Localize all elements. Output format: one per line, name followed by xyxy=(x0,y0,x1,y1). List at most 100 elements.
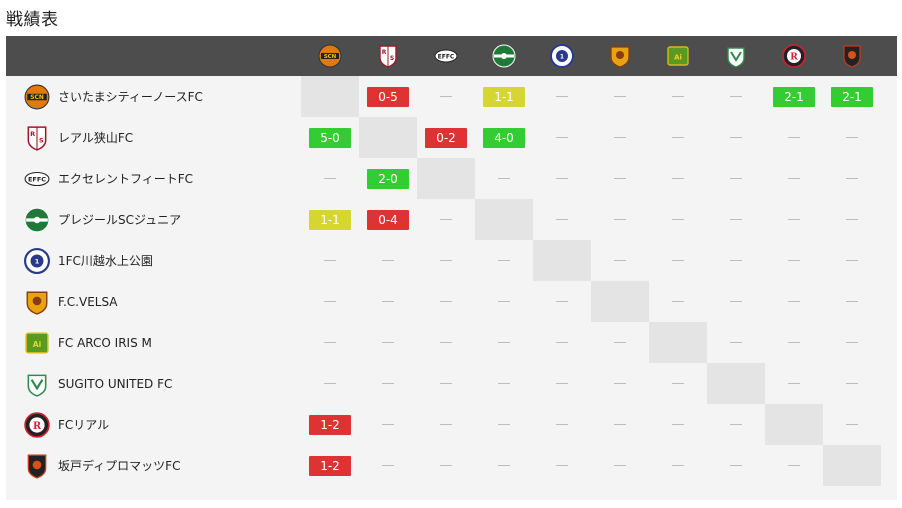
no-result-cell xyxy=(301,158,359,199)
score-badge[interactable]: 0-2 xyxy=(425,127,467,148)
result-cell[interactable]: 1-2 xyxy=(301,404,359,445)
no-result-cell xyxy=(533,199,591,240)
no-result-dash xyxy=(846,301,858,302)
score-badge[interactable]: 1-1 xyxy=(309,209,351,230)
team-cell[interactable]: 1 1FC川越水上公園 xyxy=(6,240,301,281)
result-cell[interactable]: 2-0 xyxy=(359,158,417,199)
table-row: Ai FC ARCO IRIS M xyxy=(6,322,897,363)
no-result-cell xyxy=(649,281,707,322)
no-result-cell xyxy=(475,363,533,404)
header-saitama-city-north-crest-icon[interactable]: SCN xyxy=(301,36,359,76)
team-cell[interactable]: SUGITO UNITED FC xyxy=(6,363,301,404)
self-match-cell xyxy=(359,117,417,158)
no-result-cell xyxy=(417,199,475,240)
team-cell[interactable]: プレジールSCジュニア xyxy=(6,199,301,240)
no-result-cell xyxy=(533,445,591,486)
team-cell[interactable]: 坂戸ディプロマッツFC xyxy=(6,445,301,486)
no-result-cell xyxy=(591,158,649,199)
table-row: EFFC エクセレントフィートFC 2-0 xyxy=(6,158,897,199)
no-result-dash xyxy=(846,178,858,179)
table-row: プレジールSCジュニア 1-1 0-4 xyxy=(6,199,897,240)
result-cell[interactable]: 1-1 xyxy=(475,76,533,117)
no-result-dash xyxy=(556,219,568,220)
no-result-cell xyxy=(649,363,707,404)
team-cell[interactable]: Ai FC ARCO IRIS M xyxy=(6,322,301,363)
no-result-cell xyxy=(765,199,823,240)
svg-text:R: R xyxy=(33,420,42,431)
score-badge[interactable]: 1-1 xyxy=(483,86,525,107)
no-result-dash xyxy=(382,465,394,466)
header-fc-arco-iris-crest-icon[interactable]: Ai xyxy=(649,36,707,76)
svg-text:EFFC: EFFC xyxy=(28,175,46,183)
no-result-cell xyxy=(765,117,823,158)
team-name: FCリアル xyxy=(58,418,110,432)
score-badge[interactable]: 2-0 xyxy=(367,168,409,189)
team-cell[interactable]: R FCリアル xyxy=(6,404,301,445)
no-result-cell xyxy=(649,199,707,240)
score-badge[interactable]: 4-0 xyxy=(483,127,525,148)
result-cell[interactable]: 4-0 xyxy=(475,117,533,158)
no-result-dash xyxy=(672,137,684,138)
score-badge[interactable]: 2-1 xyxy=(831,86,873,107)
header-plaisir-sc-crest-icon[interactable] xyxy=(475,36,533,76)
no-result-dash xyxy=(556,301,568,302)
header-fc-real-crest-icon[interactable]: R xyxy=(765,36,823,76)
result-cell[interactable]: 0-4 xyxy=(359,199,417,240)
no-result-dash xyxy=(324,383,336,384)
no-result-dash xyxy=(846,383,858,384)
svg-text:1: 1 xyxy=(560,54,564,61)
no-result-cell xyxy=(359,281,417,322)
no-result-dash xyxy=(614,96,626,97)
result-cell[interactable]: 0-5 xyxy=(359,76,417,117)
result-cell[interactable]: 0-2 xyxy=(417,117,475,158)
score-badge[interactable]: 1-2 xyxy=(309,414,351,435)
score-badge[interactable]: 2-1 xyxy=(773,86,815,107)
no-result-cell xyxy=(417,445,475,486)
team-cell[interactable]: SCN さいたまシティーノースFC xyxy=(6,76,301,117)
header-excellent-feet-crest-icon[interactable]: EFFC xyxy=(417,36,475,76)
team-cell[interactable]: R S レアル狭山FC xyxy=(6,117,301,158)
no-result-dash xyxy=(614,260,626,261)
no-result-cell xyxy=(591,76,649,117)
svg-text:Ai: Ai xyxy=(674,54,682,62)
no-result-dash xyxy=(788,301,800,302)
fc-velsa-crest-icon xyxy=(24,289,50,315)
no-result-dash xyxy=(846,342,858,343)
table-header-row: SCN R S EFFC 1 Ai R xyxy=(6,36,897,76)
result-cell[interactable]: 2-1 xyxy=(765,76,823,117)
no-result-cell xyxy=(475,158,533,199)
no-result-cell xyxy=(301,363,359,404)
no-result-cell xyxy=(591,445,649,486)
no-result-cell xyxy=(359,445,417,486)
self-match-cell xyxy=(533,240,591,281)
no-result-dash xyxy=(846,260,858,261)
team-cell[interactable]: EFFC エクセレントフィートFC xyxy=(6,158,301,199)
no-result-cell xyxy=(475,240,533,281)
header-real-sayama-crest-icon[interactable]: R S xyxy=(359,36,417,76)
score-badge[interactable]: 0-4 xyxy=(367,209,409,230)
no-result-cell xyxy=(823,363,881,404)
no-result-cell xyxy=(359,240,417,281)
no-result-cell xyxy=(533,158,591,199)
no-result-cell xyxy=(475,404,533,445)
result-cell[interactable]: 2-1 xyxy=(823,76,881,117)
no-result-dash xyxy=(846,424,858,425)
self-match-cell xyxy=(475,199,533,240)
team-cell[interactable]: F.C.VELSA xyxy=(6,281,301,322)
header-fc-velsa-crest-icon[interactable] xyxy=(591,36,649,76)
result-cell[interactable]: 5-0 xyxy=(301,117,359,158)
score-badge[interactable]: 5-0 xyxy=(309,127,351,148)
header-sugito-united-crest-icon[interactable] xyxy=(707,36,765,76)
table-row: F.C.VELSA xyxy=(6,281,897,322)
table-row: R S レアル狭山FC 5-0 0-2 4-0 xyxy=(6,117,897,158)
result-cell[interactable]: 1-1 xyxy=(301,199,359,240)
header-sakado-diplomats-crest-icon[interactable] xyxy=(823,36,881,76)
score-badge[interactable]: 1-2 xyxy=(309,455,351,476)
no-result-dash xyxy=(730,260,742,261)
no-result-dash xyxy=(614,342,626,343)
result-cell[interactable]: 1-2 xyxy=(301,445,359,486)
score-badge[interactable]: 0-5 xyxy=(367,86,409,107)
saitama-city-north-crest-icon: SCN xyxy=(24,84,50,110)
fc-arco-iris-crest-icon: Ai xyxy=(24,330,50,356)
header-fc-kawagoe-crest-icon[interactable]: 1 xyxy=(533,36,591,76)
